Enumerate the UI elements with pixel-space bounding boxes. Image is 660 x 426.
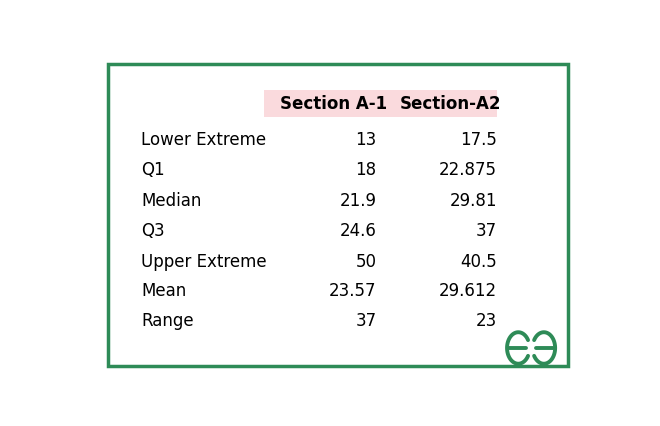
Text: 29.612: 29.612 [439,282,497,299]
Text: Lower Extreme: Lower Extreme [141,131,267,149]
Text: Q1: Q1 [141,161,165,179]
Text: 23.57: 23.57 [329,282,377,299]
Text: 50: 50 [356,253,377,271]
Text: 22.875: 22.875 [439,161,497,179]
Text: 40.5: 40.5 [460,253,497,271]
Text: 37: 37 [356,312,377,330]
FancyBboxPatch shape [108,64,568,366]
Text: Median: Median [141,192,202,210]
Text: Range: Range [141,312,194,330]
Text: 37: 37 [476,222,497,240]
Text: 21.9: 21.9 [340,192,377,210]
Text: Section A-1: Section A-1 [280,95,387,112]
Text: Q3: Q3 [141,222,165,240]
Text: 13: 13 [355,131,377,149]
Text: 29.81: 29.81 [449,192,497,210]
Text: Mean: Mean [141,282,187,299]
FancyBboxPatch shape [264,90,497,117]
Text: 24.6: 24.6 [340,222,377,240]
Text: 17.5: 17.5 [460,131,497,149]
Text: Section-A2: Section-A2 [400,95,502,112]
Text: 23: 23 [476,312,497,330]
Text: 18: 18 [356,161,377,179]
Text: Upper Extreme: Upper Extreme [141,253,267,271]
